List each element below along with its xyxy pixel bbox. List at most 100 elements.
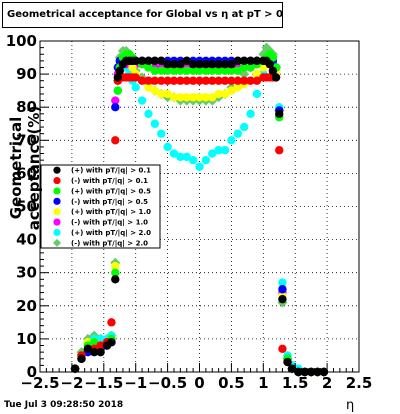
data-point bbox=[90, 338, 99, 347]
data-point bbox=[176, 66, 185, 75]
data-point bbox=[96, 347, 105, 357]
data-point bbox=[246, 56, 255, 66]
data-point bbox=[144, 109, 153, 119]
data-point bbox=[182, 93, 191, 102]
x-tick-label: −1 bbox=[124, 374, 147, 392]
data-point bbox=[157, 76, 166, 85]
data-point bbox=[195, 93, 204, 102]
data-point bbox=[278, 285, 287, 294]
data-point bbox=[265, 59, 274, 69]
data-point bbox=[239, 56, 249, 66]
data-point bbox=[163, 66, 172, 75]
data-point bbox=[96, 334, 105, 344]
x-tick-label: −2.5 bbox=[20, 374, 59, 392]
data-point bbox=[214, 146, 223, 155]
data-point bbox=[239, 122, 249, 132]
data-point bbox=[201, 93, 211, 102]
data-point bbox=[227, 136, 236, 145]
data-point bbox=[163, 89, 172, 99]
data-point bbox=[214, 66, 223, 75]
x-tick-label: 2 bbox=[322, 374, 332, 392]
y-tick-label: 60 bbox=[16, 164, 37, 182]
data-point bbox=[201, 76, 211, 85]
data-point bbox=[252, 76, 262, 85]
series-0 bbox=[70, 56, 329, 377]
data-point bbox=[214, 76, 223, 85]
x-tick-label: 2.5 bbox=[346, 374, 373, 392]
data-point bbox=[208, 93, 217, 102]
data-point bbox=[252, 89, 262, 99]
data-point bbox=[157, 66, 166, 75]
data-point bbox=[90, 347, 99, 357]
axis-ticks: −2.5 −2 −1.5 −1 −0.5 0 0.5 1 1.5 2 2.5 0 10 20 30 40 50 6… bbox=[6, 32, 373, 392]
data-point bbox=[201, 59, 211, 69]
data-point bbox=[201, 155, 211, 165]
data-point bbox=[227, 86, 236, 95]
data-point bbox=[150, 76, 160, 85]
legend-entry: (-) with pT/|q| > 0.1 bbox=[71, 177, 148, 186]
data-point bbox=[233, 66, 242, 75]
data-point bbox=[169, 76, 179, 85]
data-point bbox=[252, 56, 262, 66]
data-point bbox=[268, 66, 278, 75]
y-tick-label: 30 bbox=[16, 264, 37, 282]
legend-entry: (+) with pT/|q| > 0.5 bbox=[71, 187, 151, 196]
data-point bbox=[239, 76, 249, 85]
data-point bbox=[227, 59, 236, 69]
legend-entry: (+) with pT/|q| > 2.0 bbox=[71, 229, 151, 238]
data-point bbox=[150, 119, 160, 128]
data-point bbox=[287, 364, 297, 373]
legend-entry: (-) with pT/|q| > 1.0 bbox=[71, 219, 148, 228]
data-point bbox=[275, 109, 284, 119]
x-tick-label: −0.5 bbox=[148, 374, 187, 392]
y-tick-label: 0 bbox=[27, 363, 37, 381]
data-point bbox=[283, 357, 292, 367]
data-point bbox=[113, 73, 123, 82]
data-point bbox=[214, 89, 223, 99]
x-axis-label: η bbox=[346, 398, 355, 413]
data-point bbox=[188, 93, 198, 102]
y-tick-label: 40 bbox=[16, 231, 37, 249]
data-point bbox=[77, 354, 86, 363]
data-point bbox=[169, 66, 179, 75]
data-point bbox=[70, 364, 80, 373]
data-point bbox=[107, 318, 116, 327]
legend: (+) with pT/|q| > 0.1(-) with pT/|q| > 0… bbox=[40, 164, 161, 249]
data-point bbox=[169, 59, 179, 69]
data-point bbox=[278, 278, 287, 287]
data-point bbox=[208, 66, 217, 75]
y-tick-label: 50 bbox=[16, 198, 37, 216]
data-point bbox=[176, 76, 185, 85]
data-point bbox=[182, 152, 191, 162]
data-point bbox=[182, 56, 191, 66]
y-tick-label: 20 bbox=[16, 297, 37, 315]
data-point bbox=[188, 155, 198, 165]
timestamp-footer: Tue Jul 3 09:28:50 2018 bbox=[4, 400, 124, 410]
legend-box bbox=[40, 164, 161, 249]
data-point bbox=[188, 59, 198, 69]
data-point bbox=[128, 63, 137, 72]
data-point bbox=[113, 86, 123, 95]
data-point bbox=[137, 76, 147, 85]
data-point bbox=[220, 59, 230, 69]
data-point bbox=[259, 63, 268, 72]
data-point bbox=[278, 344, 287, 354]
data-point bbox=[182, 76, 191, 85]
legend-entry: (-) with pT/|q| > 0.5 bbox=[71, 198, 148, 207]
data-point bbox=[201, 66, 211, 75]
data-point bbox=[188, 76, 198, 85]
data-point bbox=[252, 69, 262, 79]
data-point bbox=[144, 83, 153, 92]
legend-marker bbox=[53, 187, 61, 195]
data-point bbox=[220, 146, 230, 155]
legend-marker bbox=[53, 218, 61, 226]
data-point bbox=[131, 56, 140, 66]
x-tick-label: −1.5 bbox=[84, 374, 123, 392]
x-tick-label: 1.5 bbox=[282, 374, 309, 392]
data-point bbox=[275, 146, 284, 155]
data-point bbox=[111, 261, 120, 271]
data-point bbox=[137, 56, 147, 66]
data-point bbox=[163, 76, 172, 85]
data-point bbox=[176, 152, 185, 162]
